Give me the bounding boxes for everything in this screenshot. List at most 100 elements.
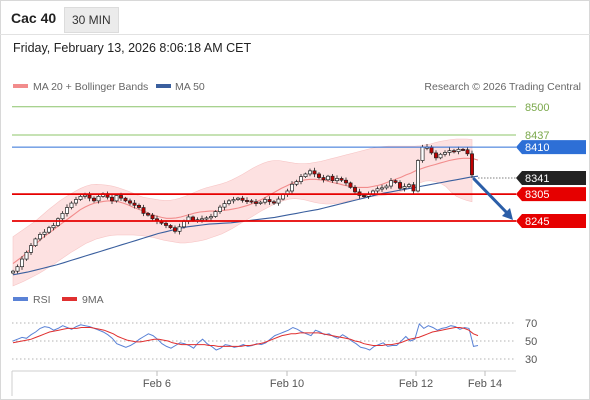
- candle-body: [263, 199, 267, 203]
- candle-body: [290, 183, 294, 192]
- candle-body: [137, 204, 141, 208]
- candle-body: [339, 178, 344, 181]
- candle-body: [168, 225, 173, 229]
- rsi-legend-label: RSI: [33, 294, 51, 306]
- candle-body: [65, 207, 69, 214]
- candle-body: [123, 197, 128, 202]
- candle-body: [110, 196, 114, 202]
- candle-body: [375, 188, 380, 192]
- level-tag-8305: [516, 187, 586, 202]
- ma50-legend-label: MA 50: [175, 81, 205, 93]
- candle-body: [231, 199, 236, 202]
- candle-body: [303, 173, 308, 178]
- timestamp: Friday, February 13, 2026 8:06:18 AM CET: [13, 41, 252, 55]
- candle-body: [119, 195, 123, 199]
- candle-body: [398, 182, 402, 189]
- candle-body: [15, 266, 20, 272]
- credit-label: Research © 2026 Trading Central: [424, 81, 581, 93]
- candle-body: [47, 227, 51, 233]
- candle-body: [272, 201, 276, 204]
- candle-body: [389, 180, 393, 187]
- candle-body: [362, 195, 366, 198]
- candle-body: [254, 201, 258, 204]
- candle-body: [173, 227, 177, 232]
- rsi-ma-line: [12, 327, 479, 347]
- rsi-legend-swatch: [13, 297, 28, 301]
- chart-header: Cac 40 30 MIN: [0, 0, 590, 35]
- candle-body: [420, 146, 425, 161]
- candle-body: [209, 216, 213, 219]
- candle-body: [312, 170, 317, 175]
- candle-body: [69, 202, 74, 208]
- bollinger-band: [12, 138, 473, 287]
- candle-body: [267, 199, 272, 203]
- candle-body: [353, 187, 357, 193]
- timeframe-badge[interactable]: 30 MIN: [64, 7, 119, 33]
- rsi-tick-50: 50: [525, 336, 537, 348]
- candle-body: [213, 211, 218, 217]
- instrument-title: Cac 40: [11, 10, 57, 26]
- level-tag-8410: [516, 140, 586, 155]
- candle-body: [128, 200, 132, 204]
- candle-body: [245, 200, 249, 202]
- x-tick-label: Feb 10: [270, 378, 304, 390]
- rsi-tick-30: 30: [525, 354, 537, 366]
- candle-body: [402, 186, 407, 189]
- candle-body: [276, 198, 281, 204]
- candle-body: [150, 214, 155, 220]
- candle-body: [29, 245, 33, 253]
- candle-body: [411, 184, 416, 192]
- candle-body: [204, 217, 209, 220]
- rsi-legend: RSI 9MA: [13, 294, 104, 306]
- candle-body: [96, 196, 101, 202]
- candle-body: [200, 218, 204, 221]
- candle-body: [258, 201, 263, 204]
- candle-body: [74, 199, 78, 204]
- candle-body: [164, 222, 168, 226]
- candle-body: [33, 238, 38, 246]
- candle-body: [146, 213, 150, 216]
- ma9-legend-label: 9MA: [82, 294, 104, 306]
- candle-body: [384, 185, 389, 189]
- ma50-legend-swatch: [156, 84, 171, 88]
- ma20-legend-label: MA 20 + Bollinger Bands: [33, 81, 148, 93]
- candle-body: [141, 207, 146, 214]
- candle-body: [438, 153, 443, 159]
- candle-body: [308, 170, 312, 175]
- candle-body: [236, 197, 240, 200]
- candle-body: [11, 270, 15, 274]
- last-price-tag: [516, 171, 586, 185]
- rsi-tick-70: 70: [525, 318, 537, 330]
- x-tick-label: Feb 6: [143, 378, 171, 390]
- candle-body: [114, 195, 119, 202]
- candle-body: [240, 197, 245, 201]
- level-label-8245: 8245: [525, 216, 549, 228]
- candle-body: [24, 252, 29, 260]
- candle-body: [330, 175, 335, 182]
- candle-body: [222, 203, 227, 208]
- candle-body: [443, 152, 447, 155]
- candle-body: [434, 152, 438, 159]
- candle-body: [344, 179, 348, 184]
- level-label-8500: 8500: [525, 102, 549, 114]
- candle-body: [38, 234, 42, 240]
- candle-body: [348, 182, 353, 188]
- candle-body: [416, 160, 420, 192]
- candle-body: [51, 225, 56, 229]
- candle-body: [456, 148, 461, 152]
- candle-body: [326, 175, 330, 181]
- main-legend: MA 20 + Bollinger Bands MA 50 Research ©…: [13, 81, 581, 93]
- candle-body: [83, 194, 87, 197]
- candle-body: [452, 150, 456, 153]
- last-price-label: 8341: [525, 173, 549, 185]
- candle-body: [182, 221, 186, 228]
- level-label-8305: 8305: [525, 189, 549, 201]
- candle-body: [87, 194, 92, 199]
- candle-body: [380, 187, 384, 190]
- candle-body: [249, 200, 254, 203]
- candles: [11, 143, 474, 275]
- candle-body: [317, 173, 321, 178]
- candle-body: [177, 226, 182, 232]
- candle-body: [20, 258, 24, 268]
- level-label-8437: 8437: [525, 130, 549, 142]
